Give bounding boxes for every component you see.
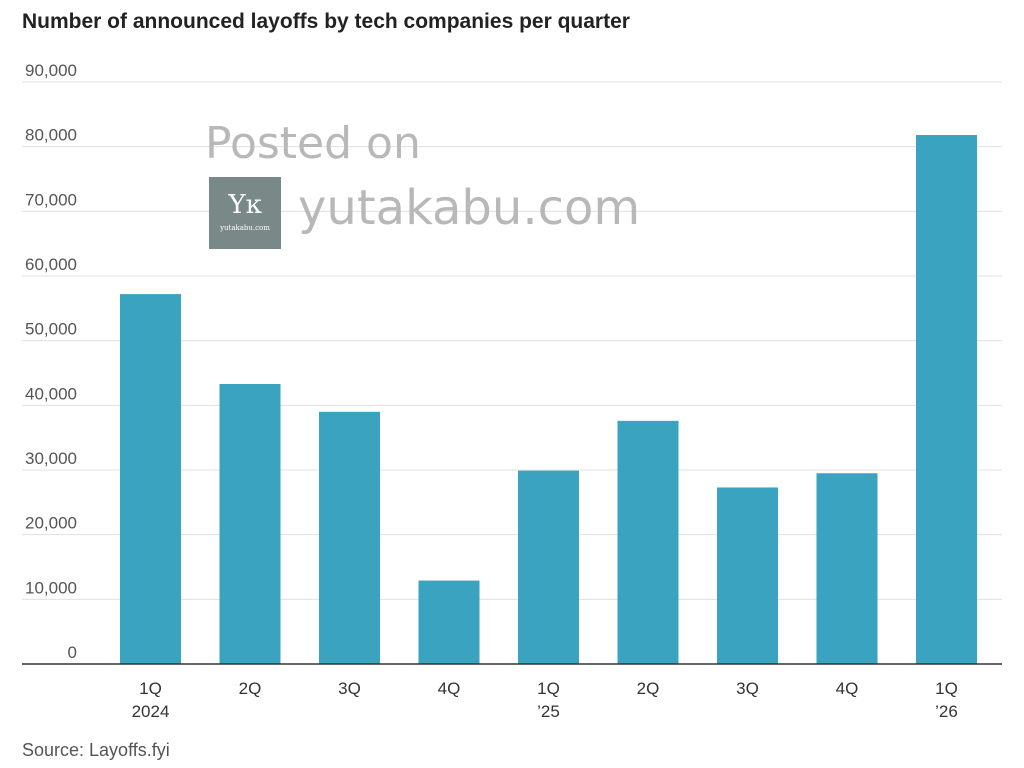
y-tick-label: 0 — [68, 643, 77, 662]
x-tick-year-label: ’26 — [935, 702, 958, 721]
y-tick-label: 70,000 — [25, 190, 77, 209]
y-axis-tick-labels: 0 10,000 20,000 30,000 40,000 50,000 60,000 70,… — [25, 61, 77, 662]
y-tick-label: 80,000 — [25, 126, 77, 145]
x-tick-label: 1Q — [139, 679, 162, 698]
y-tick-label: 20,000 — [25, 514, 77, 533]
bar — [916, 135, 977, 664]
bar — [816, 473, 878, 664]
x-tick-label: 3Q — [338, 679, 361, 698]
bar — [319, 411, 380, 664]
bar — [219, 383, 281, 664]
bar — [120, 294, 181, 664]
x-tick-label: 1Q — [935, 679, 958, 698]
x-tick-label: 3Q — [736, 679, 759, 698]
bar — [717, 487, 778, 664]
y-tick-label: 60,000 — [25, 255, 77, 274]
x-tick-year-label: 2024 — [132, 702, 170, 721]
y-tick-label: 10,000 — [25, 578, 77, 597]
y-tick-label: 50,000 — [25, 320, 77, 339]
bar — [518, 470, 579, 664]
y-tick-label: 40,000 — [25, 384, 77, 403]
x-axis-tick-labels: 1Q 2024 2Q 3Q 4Q 1Q ’25 2Q 3Q 4Q 1Q ’26 — [132, 679, 958, 721]
y-tick-label: 30,000 — [25, 449, 77, 468]
y-tick-label: 90,000 — [25, 61, 77, 80]
bar — [418, 580, 480, 664]
x-tick-label: 1Q — [537, 679, 560, 698]
x-tick-label: 4Q — [836, 679, 859, 698]
x-tick-label: 2Q — [239, 679, 262, 698]
x-tick-year-label: ’25 — [537, 702, 560, 721]
x-tick-label: 2Q — [637, 679, 660, 698]
bar — [617, 420, 679, 664]
x-tick-label: 4Q — [438, 679, 461, 698]
gridlines — [22, 81, 1002, 600]
chart-title: Number of announced layoffs by tech comp… — [22, 10, 630, 33]
source-note: Source: Layoffs.fyi — [22, 740, 170, 760]
bars — [120, 135, 977, 664]
